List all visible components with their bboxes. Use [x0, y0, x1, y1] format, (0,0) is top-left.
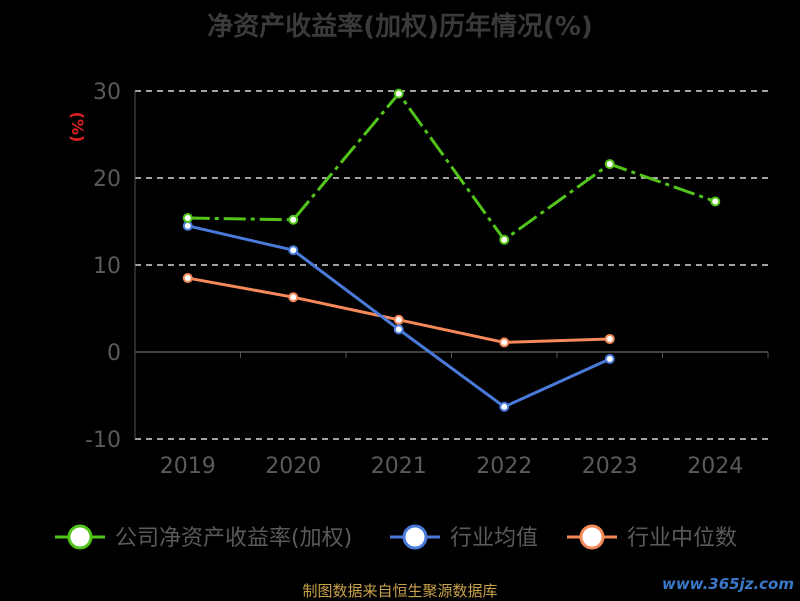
y-tick-label: 30 — [93, 80, 121, 105]
data-point — [393, 314, 404, 325]
x-tick-label: 2019 — [160, 454, 216, 479]
source-note: 制图数据来自恒生聚源数据库 — [302, 582, 498, 600]
watermark: www.365jz.com — [661, 575, 794, 593]
y-tick-label: -10 — [85, 428, 121, 453]
data-point — [604, 159, 615, 170]
x-tick-label: 2023 — [582, 454, 638, 479]
y-tick-label: 20 — [93, 167, 121, 192]
y-tick-label: 0 — [107, 341, 121, 366]
x-tick-label: 2022 — [476, 454, 532, 479]
legend-marker — [67, 524, 93, 550]
data-point — [393, 324, 404, 335]
legend-label: 行业中位数 — [627, 526, 737, 551]
x-tick-label: 2021 — [371, 454, 427, 479]
data-point — [182, 273, 193, 284]
data-point — [288, 245, 299, 256]
data-point — [288, 214, 299, 225]
data-point — [499, 337, 510, 348]
legend-marker — [579, 524, 605, 550]
chart-title: 净资产收益率(加权)历年情况(%) — [207, 12, 593, 42]
x-tick-label: 2020 — [265, 454, 321, 479]
y-tick-label: 10 — [93, 254, 121, 279]
data-point — [710, 196, 721, 207]
data-point — [604, 333, 615, 344]
data-point — [499, 401, 510, 412]
y-axis-label: (%) — [68, 112, 87, 143]
data-point — [604, 353, 615, 364]
series-line — [187, 92, 716, 242]
data-point — [288, 292, 299, 303]
data-point — [182, 213, 193, 224]
legend-label: 行业均值 — [450, 526, 538, 551]
data-point — [182, 220, 193, 231]
legend-label: 公司净资产收益率(加权) — [115, 526, 352, 551]
data-point — [393, 88, 404, 99]
legend-marker — [402, 524, 428, 550]
data-point — [499, 234, 510, 245]
x-tick-label: 2024 — [687, 454, 743, 479]
